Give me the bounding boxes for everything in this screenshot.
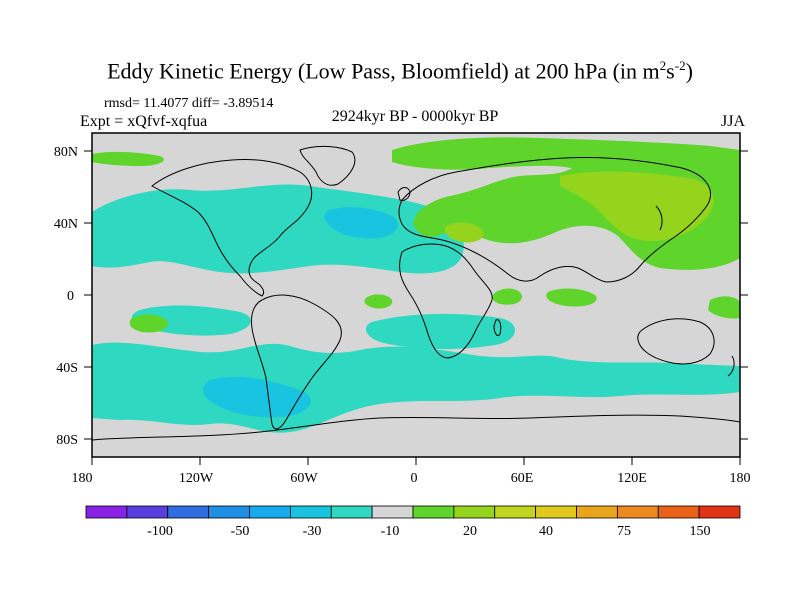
anomaly-fields [92, 137, 740, 433]
positive-region-africa [492, 288, 522, 305]
colorbar-label: 75 [617, 524, 631, 539]
latitude-axis [84, 150, 748, 440]
lat-tick-label: 40S [56, 361, 78, 376]
lat-tick-label: 80N [54, 145, 78, 160]
lat-tick-label: 40N [54, 217, 78, 232]
coastline-madagascar [493, 319, 502, 337]
lon-tick-label: 180 [72, 471, 93, 486]
coastline-africa [399, 243, 493, 359]
season-label: JJA [720, 113, 745, 130]
negative-region-south-core [203, 376, 311, 418]
colorbar-swatch [698, 505, 741, 519]
positive-region-indian [546, 288, 597, 307]
lon-tick-label: 60W [290, 471, 318, 486]
coastlines [92, 145, 740, 441]
coastline-australia [637, 318, 715, 365]
positive-region-east-pacific [129, 314, 169, 333]
colorbar-swatch [330, 505, 373, 519]
colorbar-label: -30 [303, 524, 322, 539]
lon-tick-label: 120E [617, 471, 647, 486]
negative-region-north-core [324, 207, 398, 239]
positive-region-north-pacific [92, 151, 164, 166]
experiment-label: Expt = xQfvf-xqfua [80, 113, 208, 130]
colorbar [85, 505, 741, 519]
negative-region-north-pacific-atlantic [92, 184, 464, 274]
colorbar-swatch [289, 505, 332, 519]
lon-tick-label: 120W [179, 471, 214, 486]
colorbar-swatch [494, 505, 537, 519]
lat-tick-label: 0 [67, 289, 74, 304]
colorbar-label: -50 [231, 524, 250, 539]
coastline-new-zealand [727, 355, 735, 377]
colorbar-swatch [249, 505, 291, 519]
coastline-north-america [151, 159, 313, 297]
colorbar-swatch [576, 505, 618, 519]
coastline-eurasia [398, 156, 711, 283]
colorbar-swatch [85, 505, 128, 519]
longitude-axis [91, 457, 741, 465]
positive-region-australia [708, 296, 740, 319]
lon-tick-label: 0 [411, 471, 418, 486]
colorbar-label: -100 [147, 524, 173, 539]
positive-region-mediterranean [444, 222, 484, 243]
colorbar-swatch [535, 505, 577, 519]
positive-region-atlantic [364, 294, 393, 309]
colorbar-swatch [616, 505, 659, 519]
colorbar-swatch [453, 505, 496, 519]
colorbar-swatch [371, 505, 414, 519]
coastline-south-america [251, 294, 342, 430]
colorbar-swatch [126, 505, 169, 519]
coastline-japan [655, 205, 663, 231]
negative-region-indian [365, 313, 515, 350]
colorbar-label: 150 [690, 524, 711, 539]
colorbar-swatch [208, 505, 250, 519]
map-title: Eddy Kinetic Energy (Low Pass, Bloomfiel… [107, 58, 693, 84]
colorbar-label: 40 [539, 524, 553, 539]
coastline-uk [397, 187, 411, 201]
period-label: 2924kyr BP - 0000kyr BP [331, 108, 499, 125]
colorbar-swatch [657, 505, 700, 519]
lon-tick-label: 180 [730, 471, 751, 486]
positive-region-eurasia-core [560, 171, 714, 242]
colorbar-label: -10 [381, 524, 400, 539]
lon-tick-label: 60E [511, 471, 534, 486]
coastline-greenland [299, 145, 356, 186]
colorbar-label: 20 [463, 524, 477, 539]
coastline-antarctica [92, 414, 740, 441]
stats-label: rmsd= 11.4077 diff= -3.89514 [104, 96, 274, 111]
colorbar-swatch [167, 505, 210, 519]
colorbar-swatch [412, 505, 455, 519]
lat-tick-label: 80S [56, 433, 78, 448]
